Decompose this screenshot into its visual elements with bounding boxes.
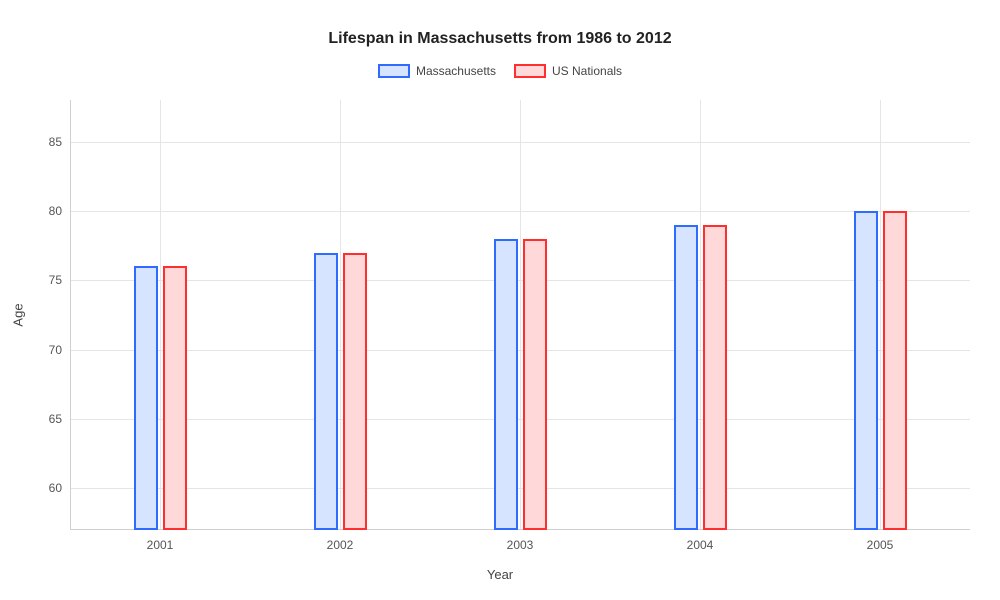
y-tick-label: 65: [49, 412, 70, 426]
x-tick-label: 2003: [507, 530, 534, 552]
x-axis-line: [70, 529, 970, 530]
x-tick-label: 2004: [687, 530, 714, 552]
gridline-vertical: [880, 100, 881, 530]
bar-massachusetts-2003: [494, 239, 518, 530]
x-tick-label: 2005: [867, 530, 894, 552]
bar-us-nationals-2004: [703, 225, 727, 530]
bar-us-nationals-2002: [343, 253, 367, 530]
plot-area: 60657075808520012002200320042005: [70, 100, 970, 530]
legend-swatch-us-nationals: [514, 64, 546, 78]
x-tick-label: 2002: [327, 530, 354, 552]
y-axis-title: Age: [11, 303, 26, 326]
legend-label-us-nationals: US Nationals: [552, 64, 622, 78]
gridline-vertical: [520, 100, 521, 530]
chart-container: Lifespan in Massachusetts from 1986 to 2…: [0, 0, 1000, 600]
gridline-vertical: [340, 100, 341, 530]
gridline-vertical: [160, 100, 161, 530]
legend-label-massachusetts: Massachusetts: [416, 64, 496, 78]
bar-us-nationals-2003: [523, 239, 547, 530]
bar-massachusetts-2005: [854, 211, 878, 530]
chart-title: Lifespan in Massachusetts from 1986 to 2…: [30, 30, 970, 48]
legend-item-massachusetts: Massachusetts: [378, 64, 496, 78]
y-tick-label: 75: [49, 273, 70, 287]
y-tick-label: 85: [49, 135, 70, 149]
legend: Massachusetts US Nationals: [30, 64, 970, 78]
bar-massachusetts-2001: [134, 266, 158, 530]
bar-massachusetts-2002: [314, 253, 338, 530]
legend-item-us-nationals: US Nationals: [514, 64, 622, 78]
y-axis-line: [70, 100, 71, 530]
bar-us-nationals-2005: [883, 211, 907, 530]
bar-massachusetts-2004: [674, 225, 698, 530]
gridline-vertical: [700, 100, 701, 530]
x-axis-title: Year: [487, 567, 513, 582]
y-tick-label: 70: [49, 343, 70, 357]
bar-us-nationals-2001: [163, 266, 187, 530]
x-tick-label: 2001: [147, 530, 174, 552]
legend-swatch-massachusetts: [378, 64, 410, 78]
y-tick-label: 60: [49, 481, 70, 495]
y-tick-label: 80: [49, 204, 70, 218]
